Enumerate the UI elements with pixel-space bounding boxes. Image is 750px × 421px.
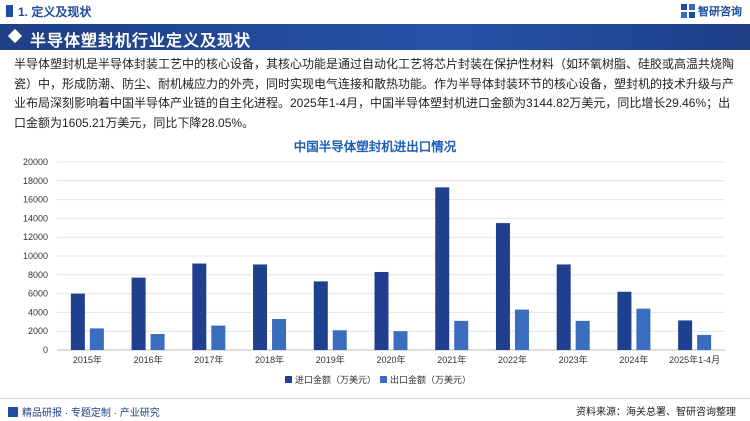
y-tick-label: 0 xyxy=(43,345,48,355)
top-bar: 1. 定义及现状 智研咨询 xyxy=(0,0,750,22)
section-marker xyxy=(6,5,13,17)
x-tick-label: 2017年 xyxy=(194,354,223,365)
x-tick-label: 2016年 xyxy=(134,354,163,365)
export-bar xyxy=(150,334,165,350)
export-bar xyxy=(454,320,469,350)
footer-divider xyxy=(0,398,750,399)
export-bar xyxy=(575,320,590,350)
y-tick-label: 2000 xyxy=(28,326,48,336)
x-tick-label: 2022年 xyxy=(498,354,527,365)
export-bar xyxy=(393,331,408,350)
y-tick-label: 4000 xyxy=(28,307,48,317)
zhiyan-logo-icon xyxy=(681,4,695,18)
y-tick-label: 16000 xyxy=(23,195,48,205)
export-bar xyxy=(272,318,287,350)
diamond-icon xyxy=(7,28,23,44)
import-bar xyxy=(495,223,510,350)
page-title: 半导体塑封机行业定义及现状 xyxy=(30,33,252,50)
x-tick-label: 2023年 xyxy=(559,354,588,365)
import-bar xyxy=(192,263,207,350)
source-note: 资料来源：海关总署、智研咨询整理 xyxy=(576,407,736,418)
brand-logo[interactable]: 智研咨询 xyxy=(681,3,742,19)
import-bar xyxy=(556,264,571,350)
legend-swatch xyxy=(285,376,292,383)
legend-swatch xyxy=(380,376,387,383)
import-bar xyxy=(253,264,268,350)
intro-paragraph: 半导体塑封机是半导体封装工艺中的核心设备，其核心功能是通过自动化工艺将芯片封装在… xyxy=(14,57,735,130)
x-tick-label: 2024年 xyxy=(619,354,648,365)
export-bar xyxy=(514,309,529,350)
y-tick-label: 14000 xyxy=(23,213,48,223)
export-bar xyxy=(89,328,104,350)
legend-label: 进口金额（万美元） xyxy=(295,374,376,385)
title-banner: 半导体塑封机行业定义及现状 xyxy=(0,24,750,50)
import-bar xyxy=(70,293,85,350)
footer-tagline-text: 精品研报 · 专题定制 · 产业研究 xyxy=(22,408,160,419)
import-bar xyxy=(617,291,632,350)
import-bar xyxy=(435,187,450,350)
import-bar xyxy=(313,281,328,350)
chart-title: 中国半导体塑封机进出口情况 xyxy=(293,140,457,154)
y-tick-label: 18000 xyxy=(23,176,48,186)
y-tick-label: 8000 xyxy=(28,270,48,280)
export-bar xyxy=(636,308,651,350)
section-title: 1. 定义及现状 xyxy=(18,5,92,19)
y-tick-label: 12000 xyxy=(23,232,48,242)
export-bar xyxy=(211,325,226,350)
bar-chart: 0 2000 4000 6000 8000 10000 12000 14000 16000 180… xyxy=(23,157,725,385)
x-tick-label: 2025年1-4月 xyxy=(669,354,720,365)
x-tick-label: 2015年 xyxy=(73,354,102,365)
y-tick-label: 6000 xyxy=(28,289,48,299)
import-bar xyxy=(131,277,146,350)
logo-text: 智研咨询 xyxy=(698,6,742,18)
y-tick-label: 10000 xyxy=(23,251,48,261)
import-bar xyxy=(678,320,693,350)
x-tick-label: 2018年 xyxy=(255,354,284,365)
import-bar xyxy=(374,271,389,350)
footer-tagline: 精品研报 · 专题定制 · 产业研究 xyxy=(8,404,160,419)
footer-logo-icon xyxy=(8,406,18,417)
y-tick-label: 20000 xyxy=(23,157,48,167)
x-tick-label: 2019年 xyxy=(316,354,345,365)
export-bar xyxy=(697,334,712,350)
x-tick-label: 2021年 xyxy=(437,354,466,365)
legend-label: 出口金额（万美元） xyxy=(390,374,471,385)
x-tick-label: 2020年 xyxy=(376,354,405,365)
export-bar xyxy=(332,330,347,350)
